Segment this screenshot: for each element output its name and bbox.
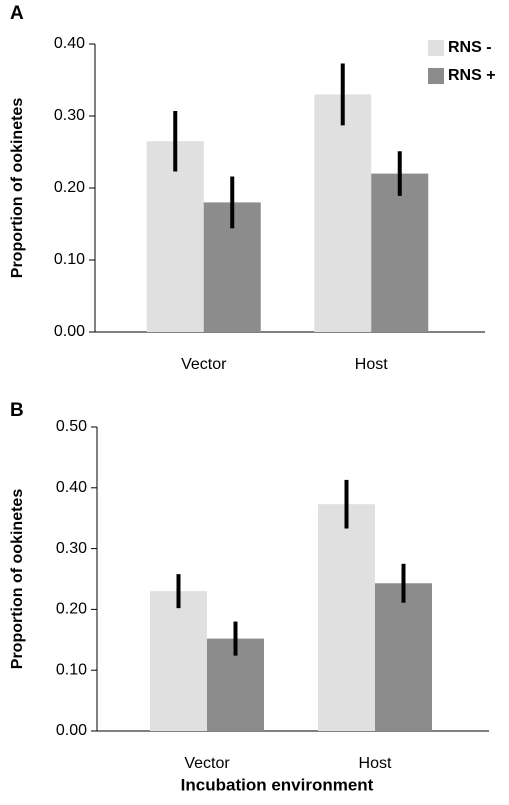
y-tick-label: 0.30 — [56, 540, 87, 557]
bar — [146, 141, 204, 332]
x-tick-label: Host — [359, 755, 392, 772]
panel-label: B — [10, 400, 24, 421]
legend-swatch — [428, 68, 444, 84]
y-tick-label: 0.40 — [56, 479, 87, 496]
bar — [375, 583, 432, 731]
y-tick-label: 0.20 — [56, 601, 87, 618]
y-tick-label: 0.40 — [54, 35, 85, 52]
y-tick-label: 0.00 — [54, 323, 85, 340]
x-tick-label: Vector — [181, 356, 227, 373]
bar — [150, 591, 207, 731]
legend-swatch — [428, 40, 444, 56]
x-tick-label: Host — [355, 356, 388, 373]
x-axis-label: Incubation environment — [181, 775, 374, 794]
bar — [371, 173, 429, 332]
bar — [314, 94, 372, 333]
y-axis-label: Proportion of ookinetes — [9, 489, 26, 670]
y-tick-label: 0.10 — [54, 251, 85, 268]
y-tick-label: 0.10 — [56, 661, 87, 678]
y-tick-label: 0.20 — [54, 179, 85, 196]
legend-label: RNS + — [448, 67, 496, 84]
y-tick-label: 0.00 — [56, 722, 87, 739]
bar — [318, 504, 375, 731]
y-tick-label: 0.50 — [56, 418, 87, 435]
panel-label: A — [10, 3, 24, 24]
x-tick-label: Vector — [184, 755, 230, 772]
legend-label: RNS - — [448, 39, 492, 56]
y-tick-label: 0.30 — [54, 107, 85, 124]
y-axis-label: Proportion of ookinetes — [9, 98, 26, 279]
